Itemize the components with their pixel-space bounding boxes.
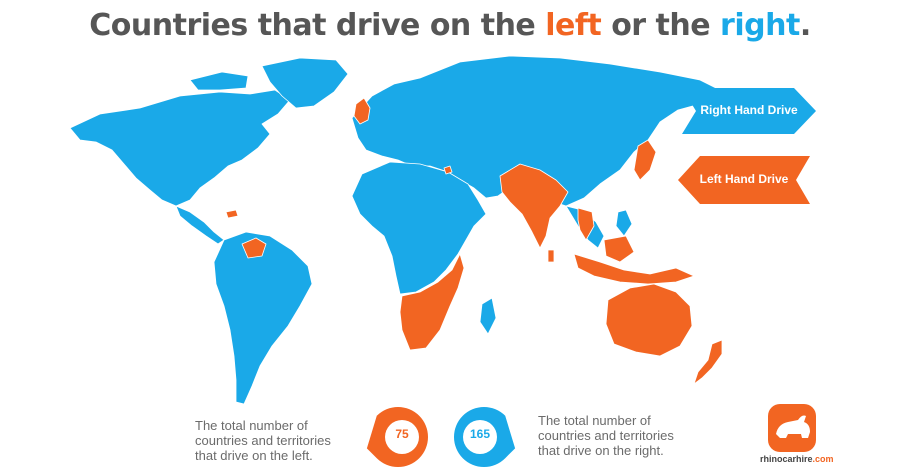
title-part1: Countries that drive on the — [89, 8, 546, 43]
central-america — [175, 205, 225, 245]
japan-lhd — [633, 139, 657, 181]
left-count-badge: 75 — [366, 405, 430, 469]
left-count-value: 75 — [395, 427, 409, 441]
new-zealand-lhd — [693, 339, 723, 385]
uk-lhd — [353, 97, 371, 125]
indonesia-lhd — [573, 253, 695, 285]
caribbean-lhd — [225, 209, 239, 219]
philippines — [615, 209, 633, 237]
logo-text: rhinocarhire.com — [760, 454, 834, 464]
title-right-word: right — [720, 8, 800, 43]
rhino-icon — [768, 404, 816, 452]
rhd-arrow-shape — [682, 88, 816, 134]
southern-africa-lhd — [399, 253, 465, 351]
legend-right-hand-drive: Right Hand Drive — [682, 88, 816, 134]
lhd-arrow-shape — [678, 156, 810, 204]
title-part2: or the — [601, 8, 721, 43]
legend-lhd-label: Left Hand Drive — [699, 172, 789, 186]
north-america — [69, 89, 291, 207]
borneo-lhd — [603, 235, 635, 263]
left-count-description: The total number of countries and territ… — [195, 418, 331, 463]
title-end: . — [799, 8, 811, 43]
page-title: Countries that drive on the left or the … — [0, 8, 900, 43]
right-count-badge: 165 — [452, 405, 516, 469]
left-badge-shape — [366, 407, 428, 467]
right-count-description: The total number of countries and territ… — [538, 413, 674, 458]
south-america — [213, 231, 313, 405]
africa — [351, 161, 487, 295]
legend-rhd-label: Right Hand Drive — [700, 103, 798, 117]
arctic-islands — [189, 71, 249, 91]
india-lhd — [499, 163, 569, 249]
guyana-lhd — [241, 237, 267, 259]
cyprus-lhd — [443, 165, 453, 175]
rhinocarhire-logo: rhinocarhire.com — [760, 404, 834, 470]
sri-lanka-lhd — [547, 249, 555, 263]
thailand-lhd — [577, 207, 595, 241]
legend-left-hand-drive: Left Hand Drive — [678, 156, 810, 204]
right-count-value: 165 — [469, 427, 491, 441]
madagascar — [479, 297, 497, 335]
greenland — [261, 57, 349, 109]
right-badge-shape — [454, 407, 516, 467]
australia-lhd — [605, 283, 693, 357]
title-left-word: left — [545, 8, 602, 43]
